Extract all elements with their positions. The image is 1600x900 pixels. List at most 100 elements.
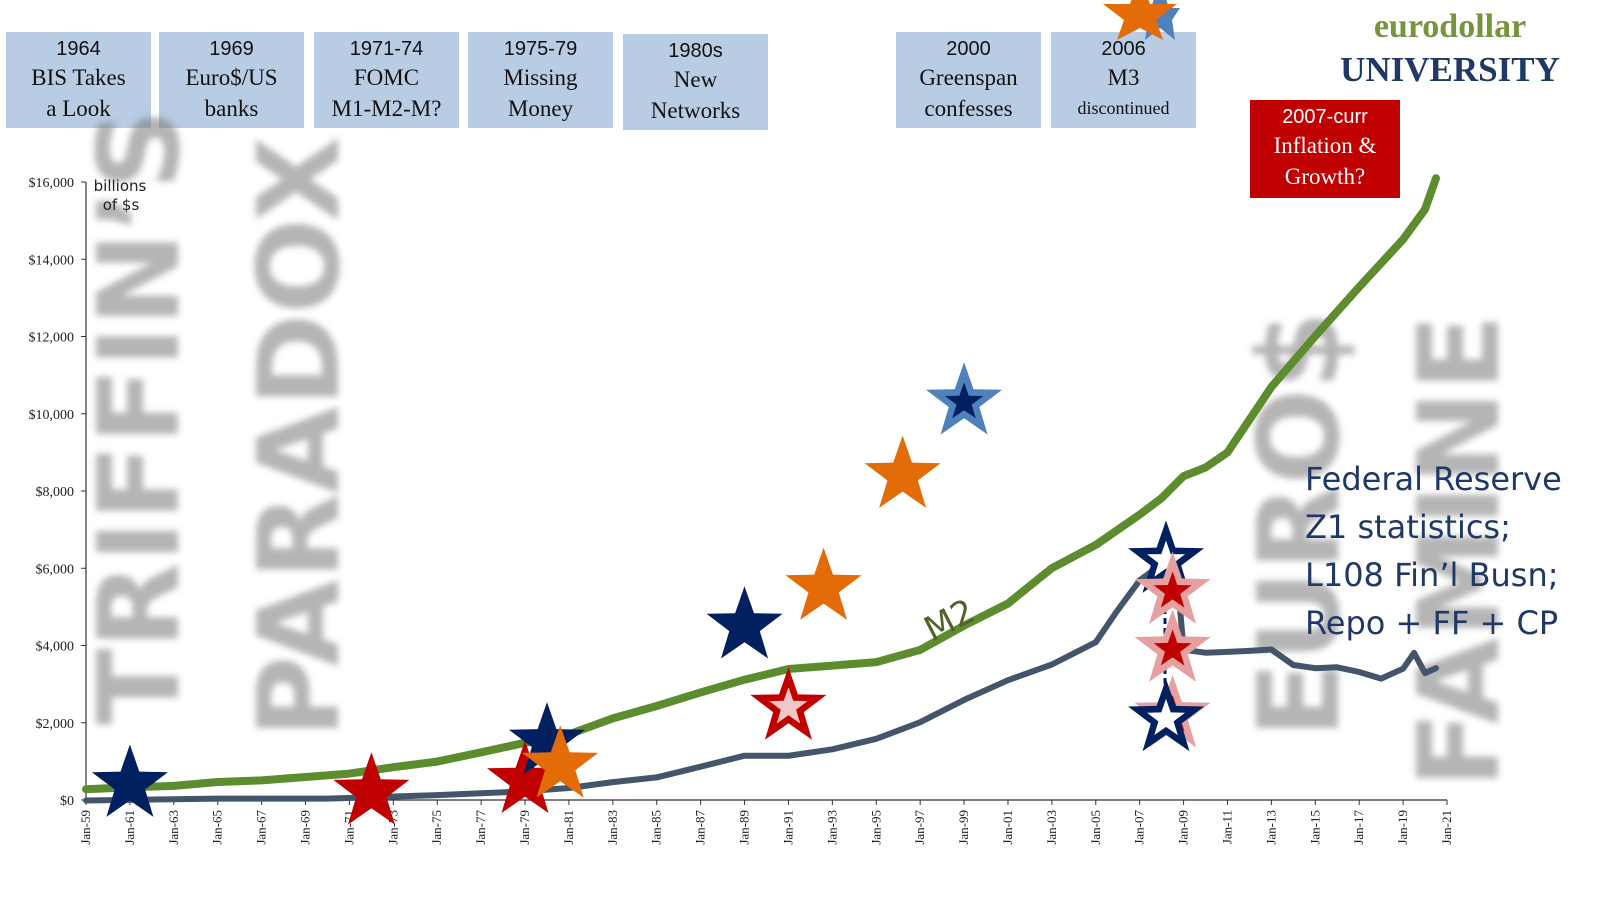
source-line: L108 Fin’l Busn; (1305, 556, 1559, 594)
x-tick-label: Jan-61 (122, 810, 137, 845)
y-axis-unit-label: of $s (103, 196, 140, 214)
y-tick-label: $8,000 (36, 485, 75, 500)
y-tick-label: $0 (60, 794, 74, 809)
star-marker-inner (769, 687, 808, 724)
timeline-line: confesses (924, 96, 1013, 121)
x-tick-label: Jan-91 (780, 810, 795, 845)
x-tick-label: Jan-69 (298, 810, 313, 845)
timeline-year: 2000 (946, 38, 991, 60)
x-tick-label: Jan-83 (605, 810, 620, 845)
watermark-paradox: PARADOX (235, 136, 365, 738)
y-tick-label: $12,000 (29, 331, 75, 346)
x-tick-label: Jan-77 (473, 810, 488, 845)
x-tick-label: Jan-59 (78, 810, 93, 845)
x-tick-label: Jan-07 (1132, 810, 1147, 845)
timeline-line: a Look (46, 96, 111, 121)
star-marker (508, 702, 585, 775)
x-tick-label: Jan-67 (254, 810, 269, 845)
x-tick-label: Jan-89 (737, 810, 752, 845)
watermark-famine: FAMINE (1395, 314, 1525, 788)
x-tick-label: Jan-93 (824, 810, 839, 845)
timeline-year: 1980s (668, 40, 723, 62)
x-tick-label: Jan-85 (649, 810, 664, 845)
watermarks: TRIFFIN’S PARADOX EURO$ FAMINE (75, 109, 1525, 788)
star-marker-inner (945, 382, 984, 419)
timeline-year: 1971-74 (349, 38, 424, 60)
x-tick-label: Jan-03 (1044, 810, 1059, 845)
y-tick-label: $14,000 (29, 253, 75, 268)
timeline-line: BIS Takes (31, 65, 126, 90)
logo-eurodollar: eurodollar (1373, 8, 1527, 45)
y-tick-label: $6,000 (36, 562, 75, 577)
star-marker (333, 752, 410, 825)
timeline-line: M3 (1107, 65, 1140, 90)
y-axis-labels: $0 $2,000 $4,000 $6,000 $8,000 $10,000 $12,000… (29, 176, 75, 809)
x-tick-label: Jan-05 (1088, 810, 1103, 845)
timeline-line: Missing (503, 65, 578, 90)
timeline-box-1980s: 1980s New Networks (623, 34, 768, 130)
x-tick-label: Jan-19 (1395, 810, 1410, 845)
x-tick-label: Jan-15 (1307, 810, 1322, 845)
x-tick-label: Jan-81 (561, 810, 576, 845)
star-marker (487, 740, 564, 813)
timeline-box-1964: 1964 BIS Takes a Look (6, 32, 151, 128)
x-tick-label: Jan-75 (429, 810, 444, 845)
x-tick-label: Jan-01 (1000, 810, 1015, 845)
x-tick-label: Jan-65 (210, 810, 225, 845)
star-marker (785, 547, 862, 620)
timeline-line: Growth? (1284, 164, 1366, 189)
star-marker (91, 744, 168, 817)
star-marker-inner (1147, 698, 1185, 736)
x-tick-label: Jan-13 (1263, 810, 1278, 845)
timeline-line: New (673, 67, 718, 92)
source-line: Z1 statistics; (1305, 508, 1511, 546)
x-tick-label: Jan-21 (1439, 810, 1454, 845)
x-tick-label: Jan-95 (868, 810, 883, 845)
timeline-box-1971-74: 1971-74 FOMC M1-M2-M? (314, 32, 459, 128)
timeline-line: Greenspan (919, 65, 1018, 90)
timeline-box-1975-79: 1975-79 Missing Money (468, 32, 613, 128)
x-axis-labels: Jan-59 Jan-61 Jan-63 Jan-65 Jan-67 Jan-69 Jan-… (78, 810, 1454, 845)
timeline-line: discontinued (1077, 98, 1170, 118)
x-tick-label: Jan-87 (693, 810, 708, 845)
source-line: Federal Reserve (1305, 460, 1562, 498)
timeline-line: Networks (650, 98, 741, 123)
x-tick-label: Jan-63 (166, 810, 181, 845)
y-axis-unit-label: billions (94, 177, 147, 195)
y-tick-label: $2,000 (36, 717, 75, 732)
y-tick-label: $10,000 (29, 408, 75, 423)
star-marker-inner (1153, 629, 1192, 666)
timeline-line: Money (507, 96, 574, 121)
y-tick-label: $16,000 (29, 176, 75, 191)
timeline-line: FOMC (353, 65, 420, 90)
timeline-line: Inflation & (1273, 133, 1377, 158)
star-marker (864, 435, 941, 508)
timeline-year: 1975-79 (503, 38, 578, 60)
x-tick-label: Jan-79 (517, 810, 532, 845)
series-label-m2: M2 (918, 591, 982, 650)
timeline-box-2000: 2000 Greenspan confesses (896, 32, 1041, 128)
x-tick-label: Jan-97 (912, 810, 927, 845)
timeline-line: banks (204, 96, 259, 121)
star-marker (1103, 0, 1177, 40)
stars (91, 362, 1211, 825)
x-tick-label: Jan-99 (956, 810, 971, 845)
timeline-year: 2007-curr (1282, 106, 1368, 128)
timeline-box-current: 2007-curr Inflation & Growth? (1250, 100, 1400, 198)
x-tick-label: Jan-11 (1219, 810, 1234, 844)
series-lines (82, 174, 1440, 804)
timeline-box-1969: 1969 Euro$/US banks (159, 32, 304, 128)
series-line-repo (83, 561, 1439, 804)
timeline-line: Euro$/US (185, 65, 278, 90)
series-line-m2 (82, 174, 1440, 794)
watermark-triffins: TRIFFIN’S (75, 109, 205, 725)
star-marker-inner (1153, 571, 1192, 608)
star-marker-inner (1147, 540, 1185, 577)
star-marker (522, 725, 599, 798)
star-marker (706, 586, 783, 659)
timeline-year: 2006 (1101, 38, 1146, 60)
y-tick-label: $4,000 (36, 640, 75, 655)
timeline-box-2006: 2006 M3 discontinued (1051, 32, 1196, 128)
logo-university: UNIVERSITY (1340, 50, 1560, 89)
